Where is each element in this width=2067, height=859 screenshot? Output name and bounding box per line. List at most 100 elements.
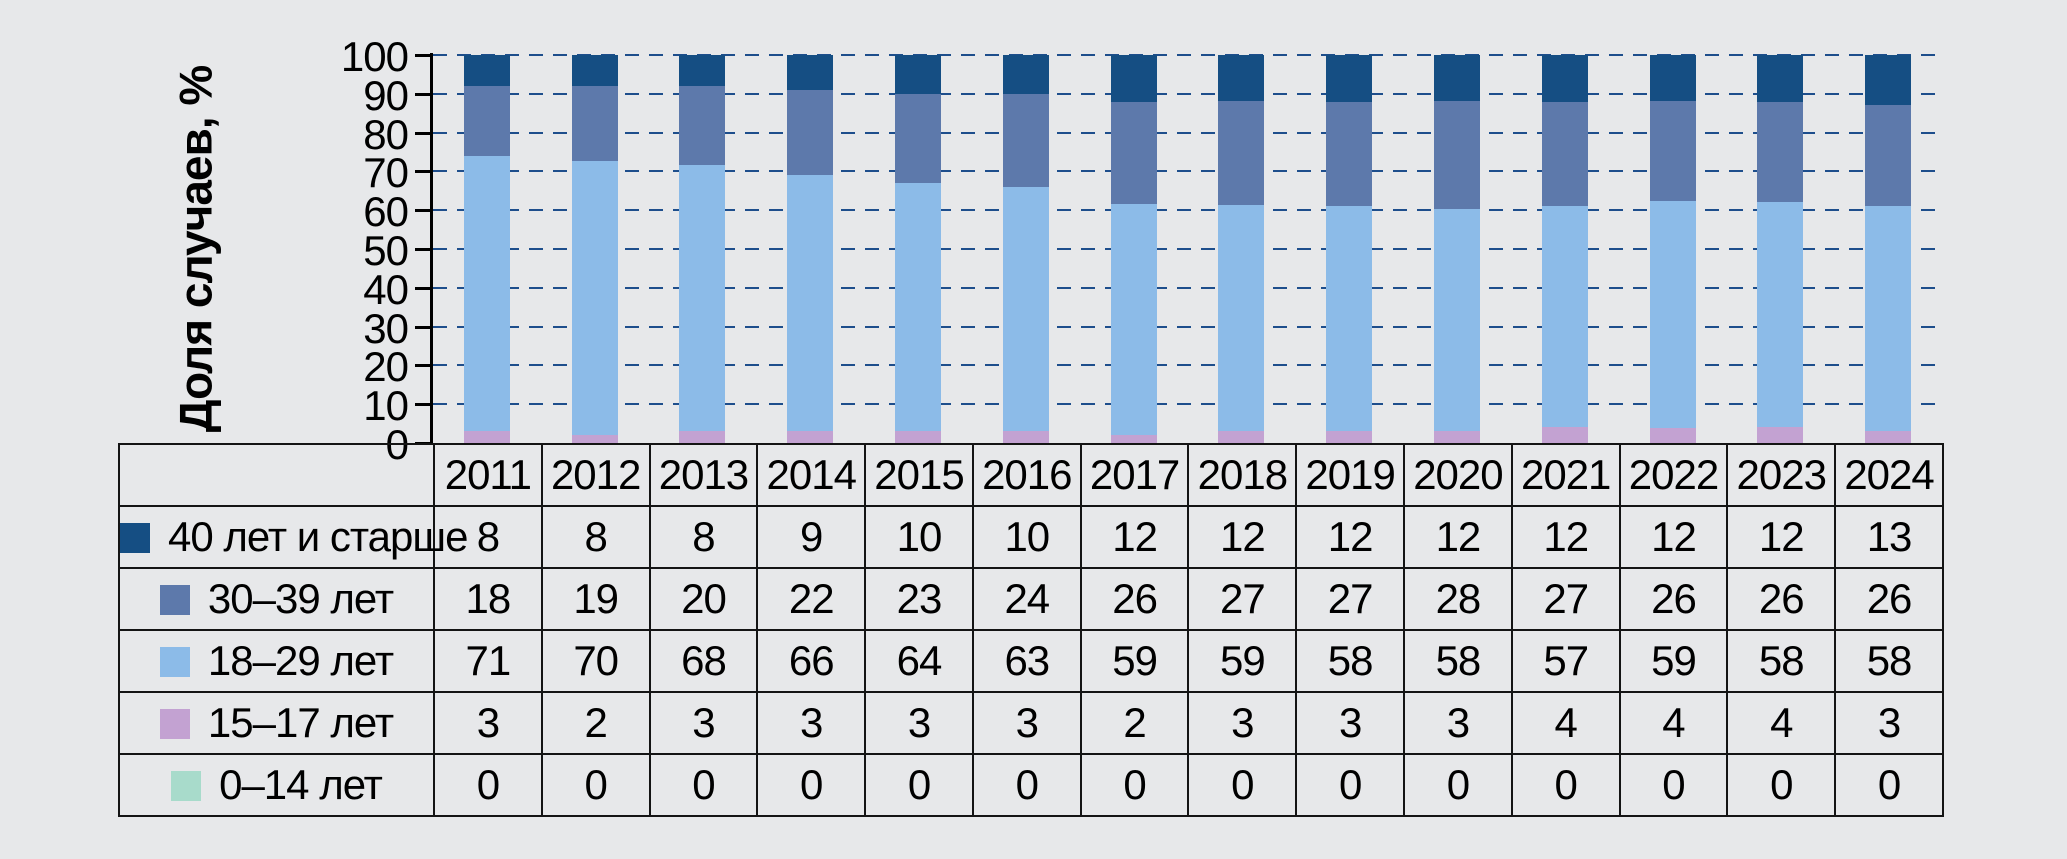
bar-segment-2019-18–29 лет [1326, 206, 1373, 432]
bar-segment-2022-15–17 лет [1649, 427, 1696, 443]
bar-2023 [1757, 55, 1804, 443]
legend-swatch-icon [171, 771, 202, 801]
value-cell-2022: 59 [1618, 629, 1729, 693]
y-axis-title-text: Доля случаев, % [169, 65, 221, 433]
value-cell-2016: 10 [971, 505, 1082, 569]
value-cell-2019: 27 [1295, 567, 1406, 631]
table-row: 0–14 лет 0 0 0 0 0 0 0 0 0 0 0 0 0 0 [118, 753, 1944, 817]
y-axis-title: Доля случаев, % [135, 55, 255, 443]
gridline-80 [433, 131, 1942, 134]
gridline-30 [433, 325, 1942, 328]
bar-segment-2019-15–17 лет [1326, 431, 1373, 443]
bar-segment-2020-30–39 лет [1433, 101, 1480, 209]
value-cell-2017: 2 [1079, 691, 1190, 755]
plot-area [433, 54, 1942, 443]
value-cell-2018: 12 [1187, 505, 1298, 569]
y-tick-20 [415, 364, 431, 368]
legend-label-text: 0–14 лет [219, 761, 383, 808]
bar-segment-2011-30–39 лет [463, 86, 510, 156]
bar-segment-2020-40 лет и старше [1433, 55, 1480, 102]
value-cell-2023: 4 [1726, 691, 1837, 755]
bar-segment-2014-15–17 лет [787, 431, 834, 443]
bar-segment-2019-30–39 лет [1326, 101, 1373, 207]
table-spacer-cell [118, 443, 435, 507]
bar-segment-2022-30–39 лет [1649, 101, 1696, 201]
data-table: 2011 2012 2013 2014 2015 2016 2017 2018 2019 2020… [118, 443, 1944, 817]
legend-label-cell: 18–29 лет [118, 629, 435, 693]
bar-segment-2018-15–17 лет [1218, 431, 1265, 443]
bar-segment-2022-40 лет и старше [1649, 55, 1696, 102]
year-header-2014: 2014 [756, 443, 867, 507]
bar-2017 [1110, 55, 1157, 443]
bar-segment-2017-15–17 лет [1110, 435, 1157, 443]
gridline-70 [433, 170, 1942, 173]
bar-segment-2015-40 лет и старше [895, 55, 942, 94]
y-axis-line [430, 53, 433, 444]
bar-segment-2022-18–29 лет [1649, 200, 1696, 428]
y-tick-label-30: 30 [363, 304, 409, 352]
value-cell-2013: 20 [648, 567, 759, 631]
bar-segment-2020-18–29 лет [1433, 208, 1480, 432]
legend-swatch-icon [159, 585, 190, 615]
value-cell-2024: 58 [1834, 629, 1944, 693]
year-header-2024: 2024 [1834, 443, 1944, 507]
value-cell-2022: 26 [1618, 567, 1729, 631]
bar-2015 [895, 55, 942, 443]
value-cell-2017: 59 [1079, 629, 1190, 693]
value-cell-2023: 0 [1726, 753, 1837, 817]
bar-2024 [1865, 55, 1912, 443]
value-cell-2017: 12 [1079, 505, 1190, 569]
bar-segment-2011-18–29 лет [463, 155, 510, 432]
bar-segment-2015-30–39 лет [895, 93, 942, 184]
bar-segment-2017-30–39 лет [1110, 102, 1157, 204]
year-header-2013: 2013 [648, 443, 759, 507]
value-cell-2015: 0 [864, 753, 974, 817]
value-cell-2021: 12 [1510, 505, 1621, 569]
legend-label-text: 18–29 лет [207, 637, 394, 684]
bar-segment-2017-40 лет и старше [1110, 55, 1157, 103]
legend-label-cell: 30–39 лет [118, 567, 435, 631]
bar-segment-2011-40 лет и старше [463, 55, 510, 87]
bar-segment-2014-30–39 лет [787, 89, 834, 176]
value-cell-2018: 3 [1187, 691, 1298, 755]
bar-segment-2013-15–17 лет [679, 431, 726, 443]
year-header-2011: 2011 [433, 443, 543, 507]
bar-segment-2024-30–39 лет [1865, 105, 1912, 207]
table-row: 30–39 лет 18 19 20 22 23 24 26 27 27 28 27 26 26 26 [118, 567, 1944, 631]
gridline-50 [433, 248, 1942, 250]
y-tick-70 [415, 170, 431, 174]
value-cell-2020: 0 [1403, 753, 1513, 817]
bar-segment-2024-40 лет и старше [1865, 55, 1912, 106]
table-row: 40 лет и старше 8 8 8 9 10 10 12 12 12 12 12 12 12 13 [118, 505, 1944, 569]
legend-label-text: 15–17 лет [207, 699, 394, 746]
value-cell-2014: 66 [756, 629, 867, 693]
value-cell-2021: 4 [1510, 691, 1621, 755]
y-tick-40 [415, 286, 431, 290]
legend-swatch-icon [120, 523, 150, 553]
value-cell-2024: 3 [1834, 691, 1944, 755]
bar-segment-2016-15–17 лет [1002, 431, 1049, 443]
value-cell-2023: 26 [1726, 567, 1837, 631]
value-cell-2021: 27 [1510, 567, 1621, 631]
value-cell-2012: 70 [540, 629, 651, 693]
value-cell-2022: 0 [1618, 753, 1729, 817]
gridline-100 [433, 54, 1942, 56]
bar-segment-2021-18–29 лет [1541, 206, 1588, 428]
value-cell-2012: 2 [540, 691, 651, 755]
bar-segment-2023-18–29 лет [1757, 202, 1804, 428]
bar-segment-2016-40 лет и старше [1002, 55, 1049, 94]
value-cell-2012: 8 [540, 505, 651, 569]
table-row: 18–29 лет 71 70 68 66 64 63 59 59 58 58 57 59 58 58 [118, 629, 1944, 693]
bar-segment-2015-15–17 лет [895, 431, 942, 443]
bar-segment-2013-30–39 лет [679, 86, 726, 165]
bar-segment-2013-40 лет и старше [679, 55, 726, 87]
year-header-2015: 2015 [864, 443, 974, 507]
bar-segment-2016-18–29 лет [1002, 186, 1049, 432]
value-cell-2014: 22 [756, 567, 867, 631]
bar-segment-2013-18–29 лет [679, 164, 726, 432]
y-tick-label-70: 70 [363, 149, 409, 197]
value-cell-2013: 3 [648, 691, 759, 755]
value-cell-2021: 0 [1510, 753, 1621, 817]
legend-label-text: 40 лет и старше [168, 513, 468, 560]
